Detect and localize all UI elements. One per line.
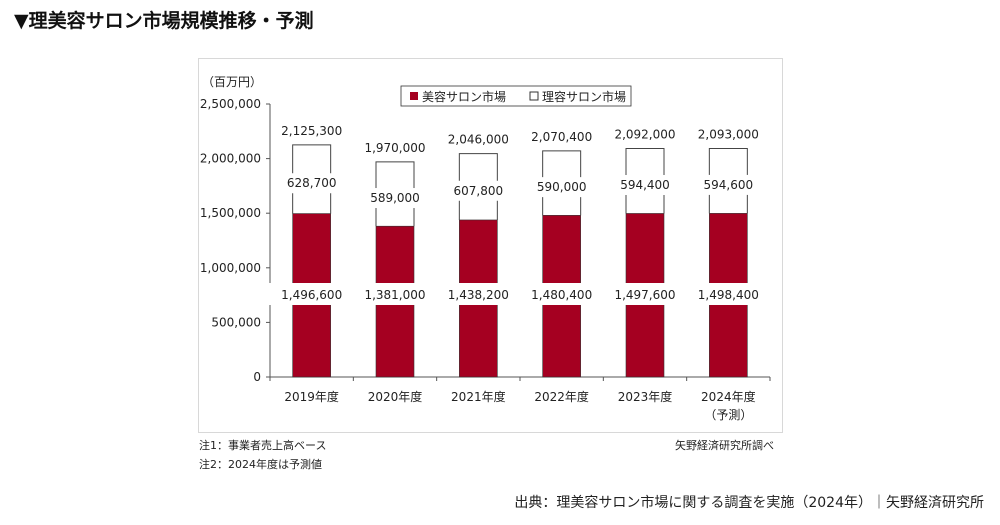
label-backing <box>351 283 439 305</box>
data-label-beauty: 1,496,600 <box>281 288 342 302</box>
y-tick-label: 2,500,000 <box>200 97 261 111</box>
x-tick-label: 2024年度 <box>701 389 756 404</box>
data-label-total: 1,970,000 <box>364 141 425 155</box>
y-tick-label: 500,000 <box>211 315 261 329</box>
data-label-beauty: 1,480,400 <box>531 288 592 302</box>
label-backing <box>434 283 523 305</box>
source-citation: 出典：理美容サロン市場に関する調査を実施（2024年）｜矢野経済研究所 <box>514 495 984 511</box>
page-title: ▼理美容サロン市場規模推移・予測 <box>14 10 314 32</box>
label-backing <box>521 177 602 198</box>
x-tick-sublabel: （予測） <box>704 408 752 422</box>
x-tick-label: 2021年度 <box>451 389 506 404</box>
data-label-beauty: 1,381,000 <box>364 288 425 302</box>
data-label-barber: 607,800 <box>454 184 504 198</box>
data-label-barber: 590,000 <box>537 180 587 194</box>
y-tick-label: 1,000,000 <box>200 261 261 275</box>
chart-frame <box>198 58 783 433</box>
label-backing <box>684 283 773 305</box>
x-tick-label: 2023年度 <box>618 389 673 404</box>
y-tick-label: 2,000,000 <box>200 152 261 166</box>
label-backing <box>601 283 689 305</box>
y-tick-label: 1,500,000 <box>200 206 261 220</box>
label-backing <box>438 180 519 201</box>
legend-swatch-beauty <box>410 92 418 100</box>
legend-swatch-barber <box>529 91 539 101</box>
legend-label-barber: 理容サロン市場 <box>542 89 626 104</box>
data-label-total: 2,093,000 <box>698 127 759 141</box>
data-label-barber: 594,400 <box>620 178 670 192</box>
label-backing <box>355 188 435 209</box>
credit: 矢野経済研究所調べ <box>675 439 774 452</box>
data-label-beauty: 1,438,200 <box>448 288 509 302</box>
x-tick-label: 2020年度 <box>368 389 423 404</box>
x-tick-label: 2019年度 <box>284 389 339 404</box>
legend <box>400 85 632 107</box>
label-backing <box>517 283 606 305</box>
data-label-barber: 628,700 <box>287 176 337 190</box>
data-label-total: 2,125,300 <box>281 124 342 138</box>
data-label-beauty: 1,497,600 <box>614 288 675 302</box>
data-label-barber: 589,000 <box>370 191 420 205</box>
note-1: 注1：事業者売上高ベース <box>199 439 327 452</box>
data-label-total: 2,046,000 <box>448 133 509 147</box>
legend-label-beauty: 美容サロン市場 <box>422 89 506 104</box>
data-label-barber: 594,600 <box>704 178 754 192</box>
y-tick-label: 0 <box>253 370 261 384</box>
data-label-total: 2,070,400 <box>531 130 592 144</box>
y-unit-label: （百万円） <box>202 75 262 89</box>
label-backing <box>605 175 685 196</box>
note-2: 注2：2024年度は予測値 <box>199 458 322 471</box>
x-tick-label: 2022年度 <box>534 389 589 404</box>
label-backing <box>267 283 356 305</box>
label-backing <box>271 173 352 194</box>
data-label-total: 2,092,000 <box>614 128 675 142</box>
data-label-beauty: 1,498,400 <box>698 288 759 302</box>
label-backing <box>688 174 769 195</box>
